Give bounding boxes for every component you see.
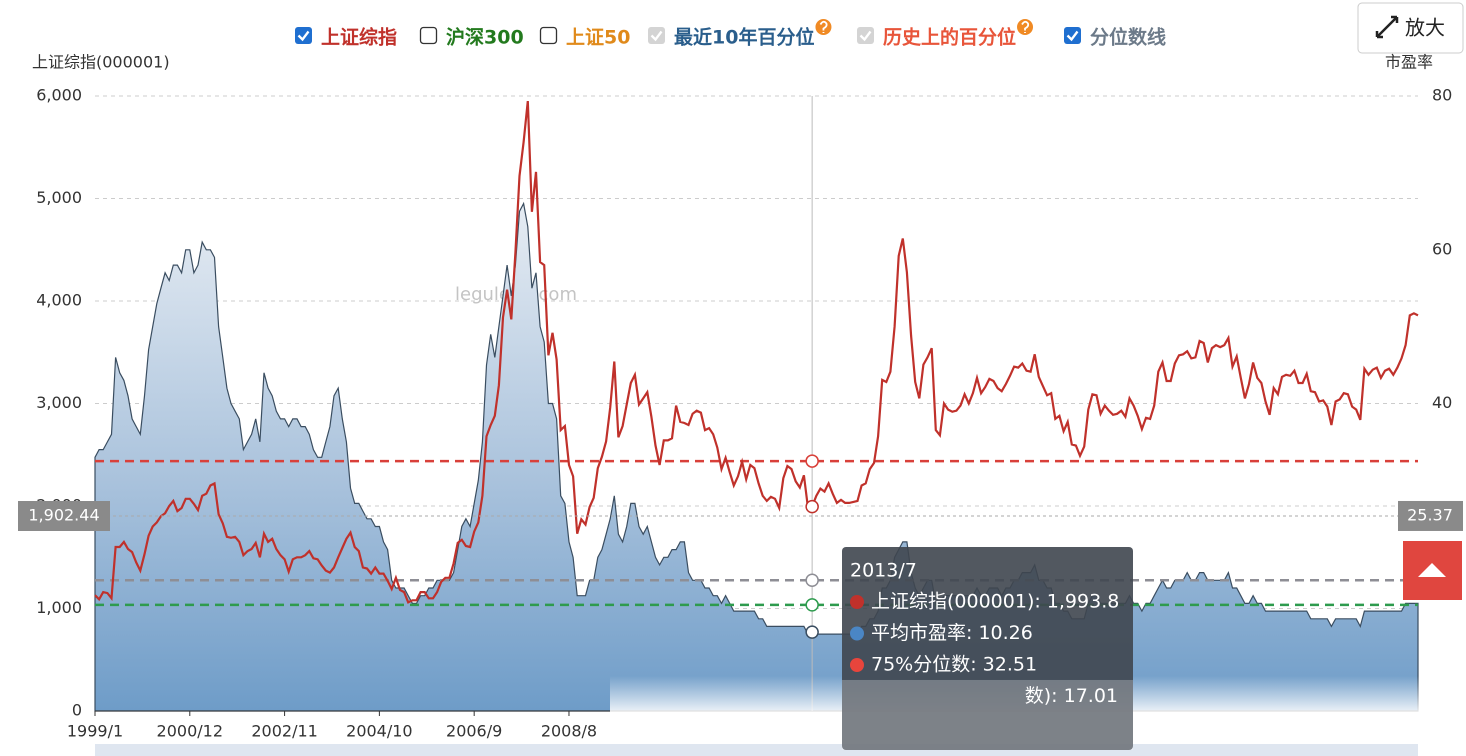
tooltip-dot (850, 626, 864, 641)
pe-area (94, 201, 1419, 712)
x-tick-label: 1999/1 (67, 722, 123, 741)
legend-checkbox (419, 26, 438, 45)
zoom-slider (95, 744, 1418, 756)
y-tick-label: 1,000 (36, 598, 82, 617)
legend-check (297, 30, 310, 42)
tooltip-row: 75%分位数: 32.51 (871, 654, 1037, 676)
tooltip-box (842, 547, 1133, 750)
legend-item[interactable]: 最近10年百分位 (648, 19, 832, 49)
pointer-dot (805, 625, 819, 639)
tooltip-blur (842, 680, 1133, 750)
legend-checkbox (648, 27, 665, 44)
pointer-y-label: 1,902.44 (28, 505, 99, 524)
pointer-dot (805, 499, 819, 514)
x-tick-label: 2000/12 (157, 722, 223, 741)
y-tick-label: 6,000 (36, 86, 82, 105)
zoom-button[interactable]: 放大 (1357, 2, 1464, 54)
y2-tick-label: 60 (1432, 239, 1452, 258)
legend-label: 分位数线 (1090, 26, 1166, 49)
legend-label: 沪深300 (446, 26, 524, 49)
legend-checkbox (295, 27, 312, 44)
pointer-y-box (18, 500, 110, 531)
tooltip-row: 平均市盈率: 10.26 (871, 622, 1033, 644)
legend-label: 上证综指 (321, 26, 397, 49)
y-tick-label: 3,000 (36, 393, 82, 412)
tooltip-row: 数): 17.01 (1025, 685, 1118, 707)
y-axis-name: 上证综指(000001) (32, 53, 170, 72)
help-mark (819, 20, 828, 33)
pointer-dot (805, 454, 819, 468)
x-tick-label: 2002/11 (251, 722, 317, 741)
pointer-dot (805, 573, 819, 587)
y2-axis-name: 市盈率 (1385, 53, 1433, 72)
legend-item[interactable]: 上证50 (539, 26, 631, 49)
legend-item[interactable]: 分位数线 (1064, 26, 1166, 49)
pointer-y2-label: 25.37 (1407, 505, 1453, 524)
legend-check (650, 30, 663, 42)
help-mark (1021, 20, 1030, 33)
tooltip-row: 上证综指(000001): 1,993.8 (871, 591, 1119, 613)
y-tick-label: 4,000 (36, 291, 82, 310)
tooltip-title: 2013/7 (850, 560, 917, 582)
y-tick-label: 0 (72, 701, 82, 720)
legend-label: 最近10年百分位 (674, 26, 814, 49)
zoom-icon (1375, 15, 1399, 39)
pointer-y2-box (1398, 500, 1463, 531)
pointer-dot (805, 598, 819, 612)
zoom-label[interactable]: 放大 (1405, 16, 1445, 40)
legend-item[interactable]: 沪深300 (419, 26, 524, 49)
legend-checkbox (1064, 27, 1081, 44)
legend-label: 历史上的百分位 (883, 26, 1016, 49)
x-tick-label: 2008/8 (541, 722, 597, 741)
x-tick-label: 2004/10 (346, 722, 412, 741)
index-line (94, 100, 1419, 604)
legend-item[interactable]: 历史上的百分位 (857, 19, 1034, 49)
legend-check (1066, 30, 1079, 42)
tooltip-dot (850, 595, 864, 609)
legend-checkbox (857, 27, 874, 44)
help-icon (1017, 19, 1034, 35)
help-icon (815, 19, 832, 35)
y2-tick-label: 80 (1432, 86, 1452, 105)
scroll-top-icon (1418, 563, 1446, 577)
legend-check (859, 30, 872, 42)
y-tick-label: 5,000 (36, 188, 82, 207)
tooltip-dot (850, 658, 864, 672)
legend-item[interactable]: 上证综指 (295, 26, 397, 49)
y2-tick-label: 40 (1432, 393, 1452, 412)
x-tick-label: 2006/9 (446, 722, 502, 741)
legend-label: 上证50 (566, 27, 630, 49)
legend-checkbox (539, 26, 558, 45)
zoom-button-box[interactable] (1357, 2, 1464, 54)
